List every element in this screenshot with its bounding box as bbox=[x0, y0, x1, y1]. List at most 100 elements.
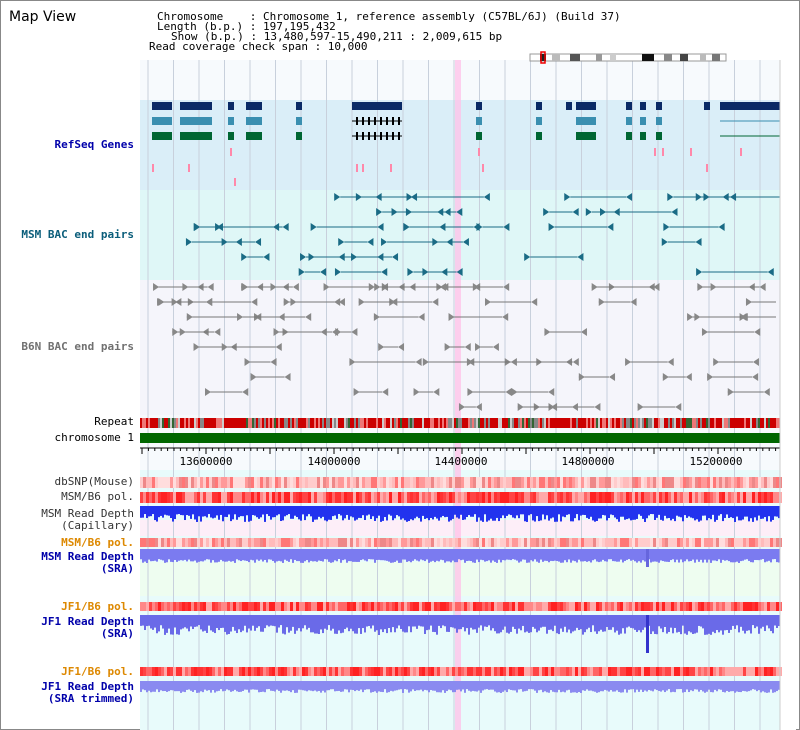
polymorphism-cell bbox=[350, 602, 353, 611]
read-depth-bar bbox=[216, 615, 218, 628]
b6n-bac-end bbox=[290, 298, 297, 306]
polymorphism-cell bbox=[662, 477, 665, 488]
read-depth-bar bbox=[348, 681, 350, 693]
polymorphism-cell bbox=[188, 667, 191, 676]
b6n-bac-end bbox=[251, 298, 258, 306]
polymorphism-cell bbox=[554, 477, 557, 488]
repeat-segment bbox=[344, 418, 346, 428]
read-depth-bar bbox=[294, 549, 296, 560]
repeat-segment bbox=[486, 418, 488, 428]
read-depth-bar bbox=[670, 681, 672, 693]
read-depth-bar bbox=[168, 506, 170, 516]
polymorphism-cell bbox=[317, 477, 320, 488]
read-depth-bar bbox=[502, 549, 504, 561]
polymorphism-cell bbox=[743, 667, 746, 676]
read-depth-bar bbox=[712, 615, 714, 632]
track-label-refseq[interactable]: RefSeq Genes bbox=[54, 138, 134, 151]
read-depth-bar bbox=[334, 549, 336, 561]
polymorphism-cell bbox=[461, 477, 464, 488]
read-depth-bar bbox=[238, 681, 240, 692]
read-depth-bar bbox=[610, 615, 612, 630]
read-depth-bar bbox=[486, 506, 488, 522]
polymorphism-cell bbox=[587, 538, 590, 547]
b6n-bac-end bbox=[351, 328, 358, 336]
read-depth-bar bbox=[384, 506, 386, 518]
b6n-bac-end bbox=[625, 358, 632, 366]
track-label-msm-bac[interactable]: MSM BAC end pairs bbox=[21, 228, 134, 241]
read-depth-bar bbox=[368, 681, 370, 690]
polymorphism-cell bbox=[164, 477, 167, 488]
repeat-segment bbox=[394, 418, 396, 428]
msm-bac-end bbox=[626, 193, 633, 201]
gene-feature bbox=[152, 117, 172, 125]
repeat-segment bbox=[650, 418, 652, 428]
polymorphism-cell bbox=[671, 667, 674, 676]
read-depth-bar bbox=[646, 681, 648, 692]
polymorphism-cell bbox=[578, 667, 581, 676]
polymorphism-cell bbox=[482, 602, 485, 611]
polymorphism-cell bbox=[443, 477, 446, 488]
polymorphism-cell bbox=[317, 492, 320, 503]
repeat-segment bbox=[510, 418, 512, 428]
read-depth-bar bbox=[148, 615, 150, 626]
read-depth-bar bbox=[618, 549, 620, 562]
read-depth-bar bbox=[706, 615, 708, 635]
polymorphism-cell bbox=[431, 492, 434, 503]
read-depth-bar bbox=[248, 549, 250, 563]
polymorphism-cell bbox=[248, 538, 251, 547]
read-depth-bar bbox=[694, 506, 696, 521]
read-depth-bar bbox=[626, 615, 628, 628]
read-depth-bar bbox=[700, 549, 702, 560]
repeat-segment bbox=[530, 418, 532, 428]
read-depth-bar bbox=[206, 506, 208, 518]
polymorphism-cell bbox=[287, 477, 290, 488]
chromosome-ideogram[interactable] bbox=[529, 51, 727, 64]
polymorphism-cell bbox=[179, 492, 182, 503]
polymorphism-cell bbox=[524, 538, 527, 547]
read-depth-bar bbox=[284, 681, 286, 691]
polymorphism-cell bbox=[695, 602, 698, 611]
read-depth-bar bbox=[558, 681, 560, 690]
read-depth-bar bbox=[666, 681, 668, 691]
polymorphism-cell bbox=[215, 538, 218, 547]
polymorphism-cell bbox=[608, 667, 611, 676]
polymorphism-cell bbox=[659, 667, 662, 676]
polymorphism-cell bbox=[413, 477, 416, 488]
track-label-b6n-bac[interactable]: B6N BAC end pairs bbox=[21, 340, 134, 353]
repeat-segment bbox=[592, 418, 594, 428]
read-depth-bar bbox=[264, 681, 266, 693]
polymorphism-cell bbox=[230, 602, 233, 611]
b6n-bac-end bbox=[275, 343, 282, 351]
read-depth-bar bbox=[450, 615, 452, 628]
read-depth-bar bbox=[728, 615, 730, 633]
read-depth-bar bbox=[560, 549, 562, 563]
read-depth-bar bbox=[382, 615, 384, 633]
polymorphism-cell bbox=[194, 602, 197, 611]
read-depth-bar bbox=[590, 615, 592, 633]
polymorphism-cell bbox=[308, 477, 311, 488]
read-depth-bar bbox=[404, 681, 406, 690]
polymorphism-cell bbox=[317, 667, 320, 676]
polymorphism-cell bbox=[512, 602, 515, 611]
polymorphism-cell bbox=[686, 477, 689, 488]
polymorphism-cell bbox=[320, 492, 323, 503]
polymorphism-cell bbox=[749, 602, 752, 611]
polymorphism-cell bbox=[386, 538, 389, 547]
read-depth-bar bbox=[772, 681, 774, 693]
read-depth-bar bbox=[736, 615, 738, 626]
polymorphism-cell bbox=[203, 538, 206, 547]
read-depth-bar bbox=[198, 549, 200, 562]
polymorphism-cell bbox=[713, 667, 716, 676]
polymorphism-cell bbox=[653, 477, 656, 488]
read-depth-bar bbox=[656, 549, 658, 562]
ideogram-body bbox=[529, 53, 727, 62]
polymorphism-cell bbox=[401, 667, 404, 676]
repeat-segment bbox=[276, 418, 278, 428]
polymorphism-cell bbox=[743, 477, 746, 488]
read-depth-bar bbox=[690, 615, 692, 633]
polymorphism-cell bbox=[533, 538, 536, 547]
polymorphism-cell bbox=[446, 477, 449, 488]
read-depth-bar bbox=[604, 549, 606, 562]
read-depth-bar bbox=[678, 615, 680, 632]
